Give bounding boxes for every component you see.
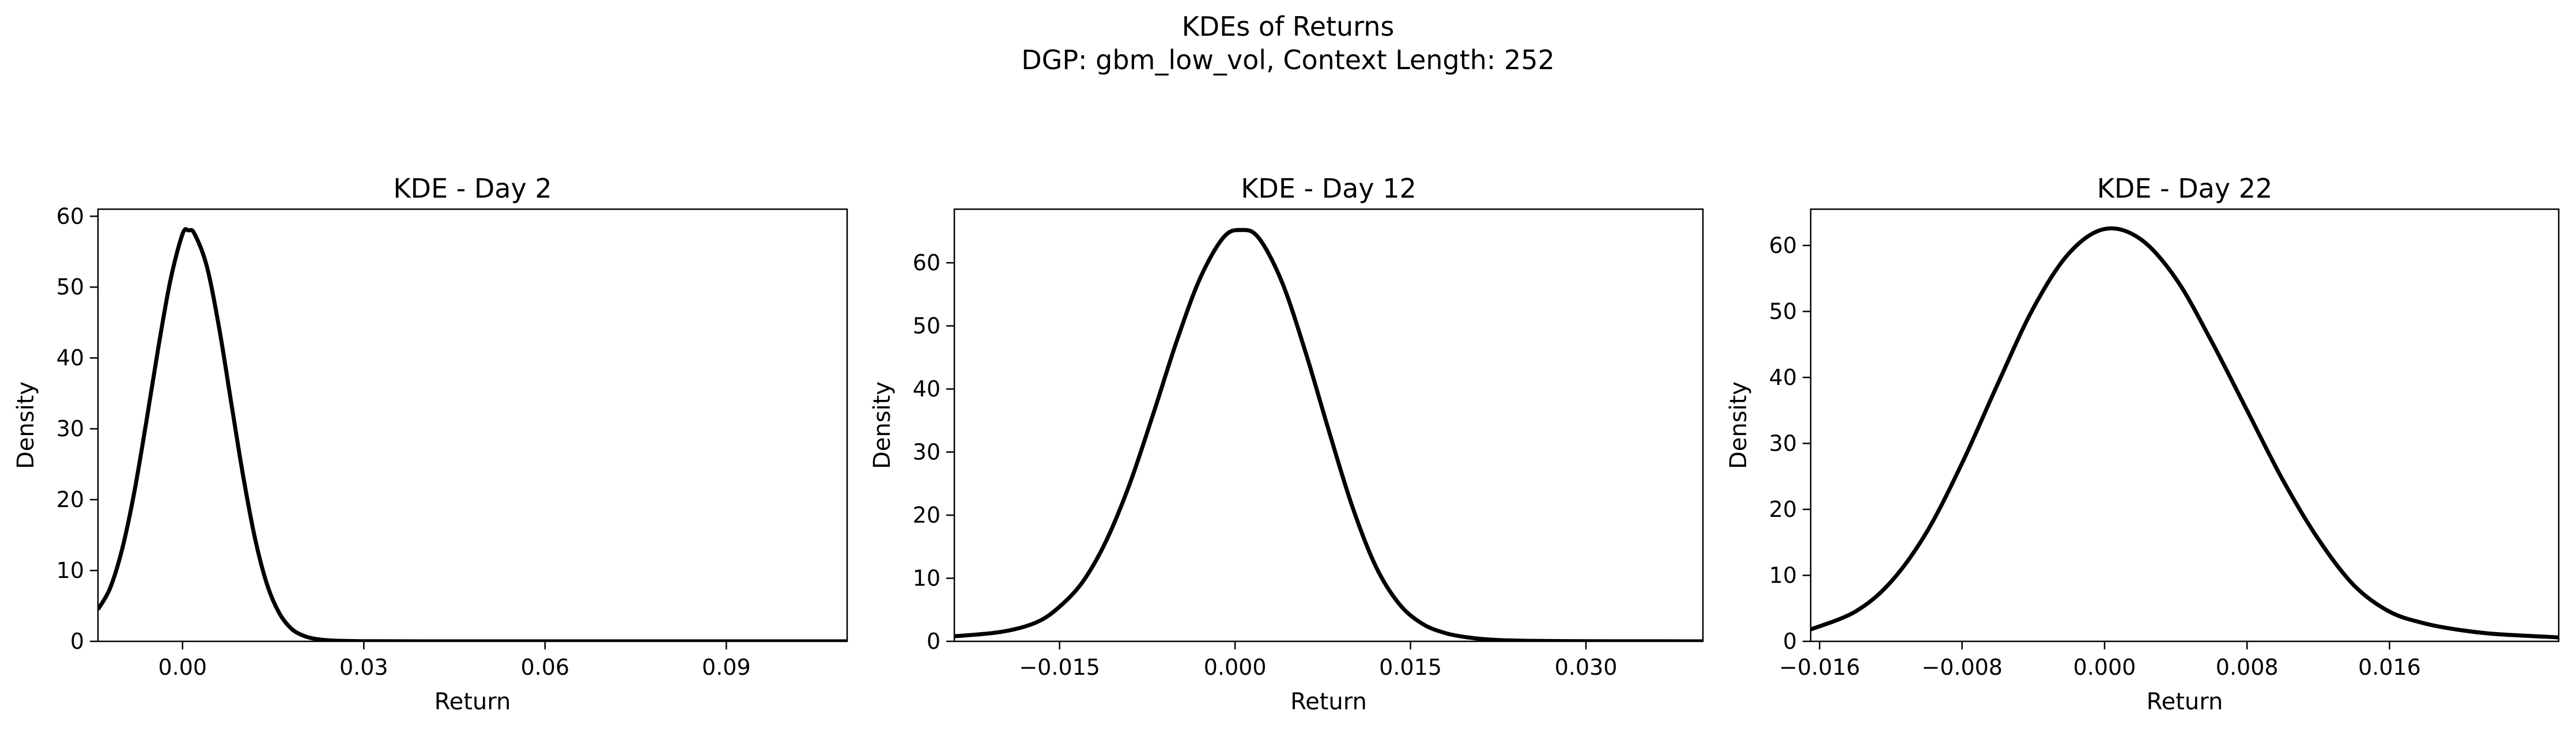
y-axis-label: Density <box>1725 381 1752 469</box>
subplot-3: KDE - Day 22 −0.016 −0.008 0.000 0.008 0.016 0… <box>1725 173 2560 715</box>
subplot-title: KDE - Day 2 <box>393 173 552 204</box>
y-tick-label: 60 <box>56 203 84 229</box>
x-tick-label: 0.00 <box>158 655 207 680</box>
axes-frame <box>97 208 848 642</box>
y-tick-label: 20 <box>913 502 940 528</box>
x-axis-label: Return <box>435 689 511 715</box>
y-tick-label: 10 <box>56 558 84 583</box>
figure-subtitle: DGP: gbm_low_vol, Context Length: 252 <box>1021 44 1554 75</box>
subplot-1: KDE - Day 2 0.00 0.03 0.06 0.09 0 10 20 30 40 50 60… <box>13 173 848 715</box>
x-tick-label: 0.06 <box>521 655 570 680</box>
y-tick-label: 60 <box>1769 233 1797 258</box>
y-tick-label: 20 <box>56 487 84 512</box>
y-tick-label: 0 <box>1783 629 1797 654</box>
y-tick-label: 60 <box>913 250 940 275</box>
subplot-title: KDE - Day 12 <box>1241 173 1416 204</box>
y-tick-label: 0 <box>70 629 84 654</box>
y-tick-label: 40 <box>913 376 940 402</box>
y-tick-label: 10 <box>1769 562 1797 588</box>
figure-title: KDEs of Returns <box>1182 11 1395 42</box>
axes-frame <box>953 208 1704 642</box>
x-tick-label: −0.008 <box>1921 655 2003 680</box>
x-tick-label: 0.000 <box>2073 655 2136 680</box>
y-tick-label: 30 <box>913 440 940 465</box>
kde-line <box>1811 226 2559 640</box>
y-axis-label: Density <box>13 381 39 469</box>
x-tick-label: −0.015 <box>1019 655 1100 680</box>
y-tick-label: 30 <box>56 416 84 441</box>
x-tick-label: −0.016 <box>1779 655 1860 680</box>
x-tick-label: 0.000 <box>1204 655 1267 680</box>
axes-layer: KDE - Day 2 0.00 0.03 0.06 0.09 0 10 20 30 40 50 60… <box>13 173 2560 715</box>
y-tick-label: 20 <box>1769 497 1797 522</box>
y-tick-label: 50 <box>1769 298 1797 324</box>
subplot-title: KDE - Day 22 <box>2097 173 2272 204</box>
y-tick-label: 40 <box>1769 365 1797 390</box>
y-axis-label: Density <box>869 381 896 469</box>
x-axis-label: Return <box>2147 689 2223 715</box>
x-tick-label: 0.016 <box>2358 655 2421 680</box>
x-tick-label: 0.030 <box>1555 655 1618 680</box>
y-tick-label: 50 <box>56 274 84 300</box>
y-tick-label: 40 <box>56 345 84 371</box>
x-tick-label: 0.09 <box>702 655 751 680</box>
axes-frame <box>1810 208 2560 642</box>
kde-line <box>954 228 1703 641</box>
kde-line <box>98 227 847 641</box>
x-tick-label: 0.015 <box>1379 655 1442 680</box>
subplot-2: KDE - Day 12 −0.015 0.000 0.015 0.030 0 10 20 30… <box>869 173 1704 715</box>
y-tick-label: 10 <box>913 566 940 591</box>
y-tick-label: 50 <box>913 313 940 339</box>
x-tick-label: 0.008 <box>2216 655 2279 680</box>
x-tick-label: 0.03 <box>339 655 388 680</box>
y-tick-label: 30 <box>1769 430 1797 456</box>
x-axis-label: Return <box>1290 689 1367 715</box>
y-tick-label: 0 <box>927 629 940 654</box>
